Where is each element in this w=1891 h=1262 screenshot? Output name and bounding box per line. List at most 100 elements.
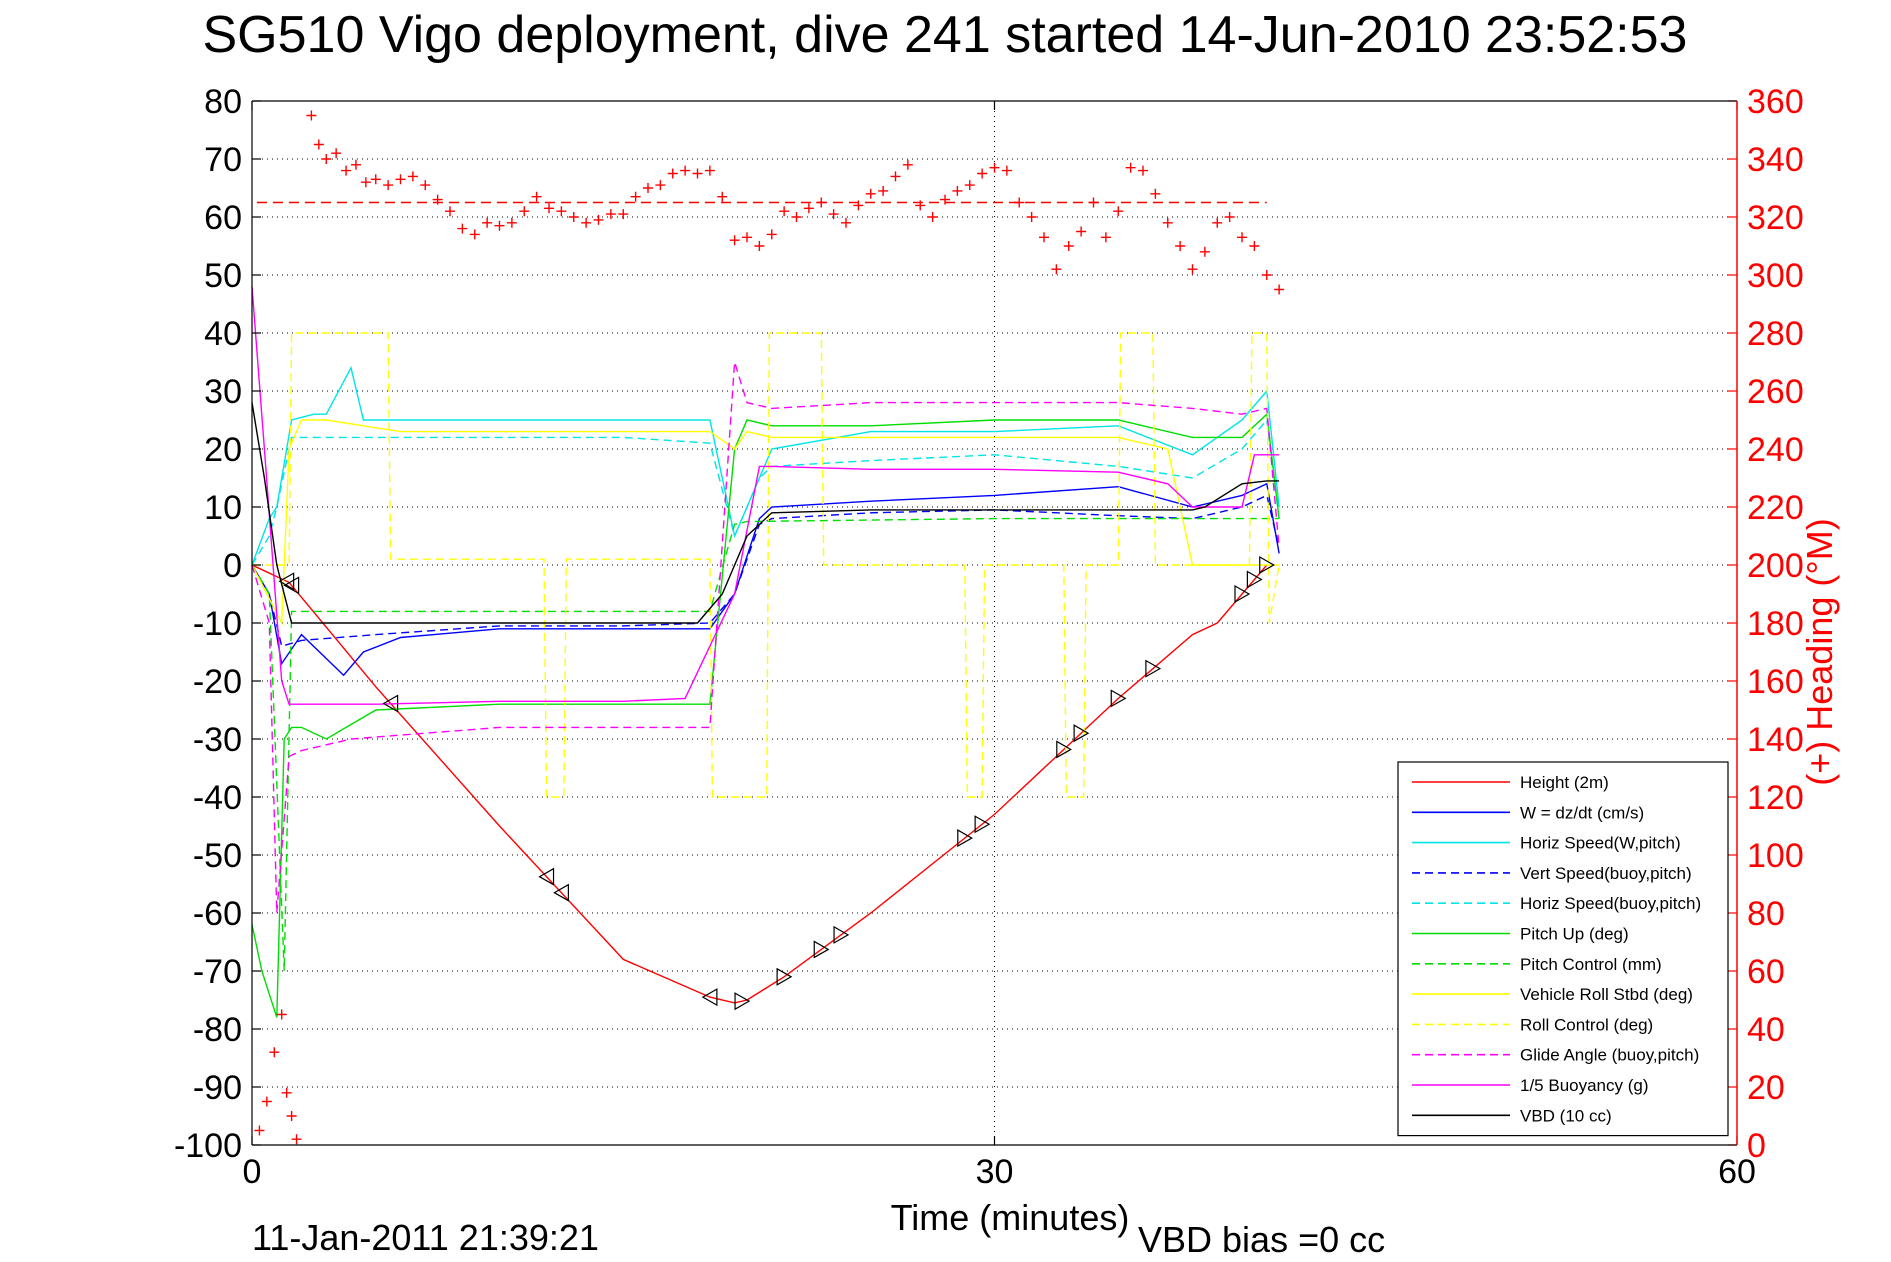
y-tick-label: -40 xyxy=(193,779,242,817)
y2-tick-label: 200 xyxy=(1747,547,1804,585)
x-axis-label: Time (minutes) xyxy=(891,1197,1130,1238)
heading-point xyxy=(618,209,629,220)
series-line-9 xyxy=(252,332,1280,798)
heading-point xyxy=(865,188,876,199)
heading-point xyxy=(593,214,604,225)
y2-tick-label: 240 xyxy=(1747,431,1804,469)
heading-point xyxy=(605,209,616,220)
heading-point xyxy=(828,209,839,220)
heading-point xyxy=(1100,232,1111,243)
y-tick-label: 40 xyxy=(204,315,242,353)
heading-point xyxy=(1088,197,1099,208)
y2-tick-label: 140 xyxy=(1747,721,1804,759)
heading-point xyxy=(1224,212,1235,222)
heading-point xyxy=(370,174,381,185)
height-marker xyxy=(833,925,850,944)
y-tick-label: 70 xyxy=(204,141,242,179)
height-marker xyxy=(1056,740,1073,759)
y2-tick-label: 60 xyxy=(1747,953,1785,991)
y2-tick-label: 120 xyxy=(1747,779,1804,817)
heading-point xyxy=(494,220,505,231)
heading-point xyxy=(977,168,988,179)
heading-point xyxy=(754,241,765,251)
heading-point xyxy=(482,217,493,228)
grid xyxy=(252,101,1737,1145)
heading-point xyxy=(1138,165,1148,176)
heading-point xyxy=(407,171,418,182)
heading-point xyxy=(350,159,361,170)
series-line-10 xyxy=(251,361,1280,914)
heading-point xyxy=(680,165,691,176)
y2-tick-label: 360 xyxy=(1747,83,1804,121)
y2-tick-label: 220 xyxy=(1747,489,1804,527)
y-tick-label: 50 xyxy=(204,257,242,295)
heading-point xyxy=(276,1009,287,1020)
series-line-12 xyxy=(251,402,1280,624)
footer-timestamp: 11-Jan-2011 21:39:21 xyxy=(252,1217,599,1258)
chart-title: SG510 Vigo deployment, dive 241 started … xyxy=(203,6,1688,64)
axes: 80706050403020100-10-20-30-40-50-60-70-8… xyxy=(174,83,1804,1191)
heading-point xyxy=(469,229,480,240)
heading-point xyxy=(286,1111,297,1121)
heading-point xyxy=(952,185,963,196)
heading-point xyxy=(1187,264,1198,275)
heading-point xyxy=(1199,246,1210,257)
heading-point xyxy=(1175,241,1186,251)
heading-point xyxy=(360,177,371,188)
legend-label: W = dz/dt (cm/s) xyxy=(1520,803,1644,822)
heading-point xyxy=(779,206,790,217)
heading-point xyxy=(989,162,1000,173)
y-tick-label: 30 xyxy=(204,373,242,411)
heading-point xyxy=(742,232,752,243)
heading-point xyxy=(445,206,455,217)
height-marker xyxy=(283,576,300,595)
heading-point xyxy=(940,194,950,205)
y2-tick-label: 340 xyxy=(1747,141,1804,179)
heading-point xyxy=(729,235,740,246)
heading-point xyxy=(1150,188,1161,199)
series-line-4 xyxy=(251,494,1280,648)
y-tick-label: 60 xyxy=(204,199,242,237)
y-tick-label: -80 xyxy=(193,1011,242,1049)
heading-point xyxy=(321,154,332,164)
heading-point xyxy=(717,191,728,202)
heading-point xyxy=(531,191,542,202)
heading-point xyxy=(1249,241,1260,251)
y2-axis-label: (+) Heading (°M) xyxy=(1799,518,1840,785)
heading-point xyxy=(964,180,975,191)
heading-point xyxy=(432,194,443,205)
y2-tick-label: 80 xyxy=(1747,895,1785,933)
heading-point xyxy=(1039,232,1049,243)
heading-point xyxy=(667,168,678,179)
y2-tick-label: 180 xyxy=(1747,605,1804,643)
x-tick-label: 60 xyxy=(1718,1153,1756,1191)
heading-point xyxy=(643,183,653,193)
height-marker xyxy=(278,572,295,591)
y2-tick-label: 40 xyxy=(1747,1011,1785,1049)
heading-point xyxy=(1261,270,1272,280)
heading-point xyxy=(1212,217,1223,228)
y-tick-label: -20 xyxy=(193,663,242,701)
height-marker xyxy=(1073,724,1090,743)
heading-point xyxy=(1113,206,1124,217)
height-marker xyxy=(974,815,991,834)
heading-point xyxy=(269,1047,280,1058)
y-tick-label: -60 xyxy=(193,895,242,933)
footer-vbd-bias: VBD bias =0 cc xyxy=(1138,1219,1385,1260)
height-marker xyxy=(957,829,974,848)
legend: Height (2m) W = dz/dt (cm/s) Horiz Speed(W… xyxy=(1397,761,1729,1137)
y2-tick-label: 280 xyxy=(1747,315,1804,353)
height-marker xyxy=(1246,570,1263,589)
heading-point xyxy=(395,174,406,185)
heading-point xyxy=(853,200,864,211)
height-marker xyxy=(813,940,830,959)
heading-point xyxy=(791,212,802,222)
heading-point xyxy=(1125,162,1136,173)
heading-point xyxy=(341,165,352,176)
heading-point xyxy=(261,1096,272,1107)
legend-label: Pitch Control (mm) xyxy=(1520,955,1662,974)
series-group xyxy=(251,110,1285,1145)
legend-label: Vert Speed(buoy,pitch) xyxy=(1520,864,1692,883)
y2-tick-label: 300 xyxy=(1747,257,1804,295)
